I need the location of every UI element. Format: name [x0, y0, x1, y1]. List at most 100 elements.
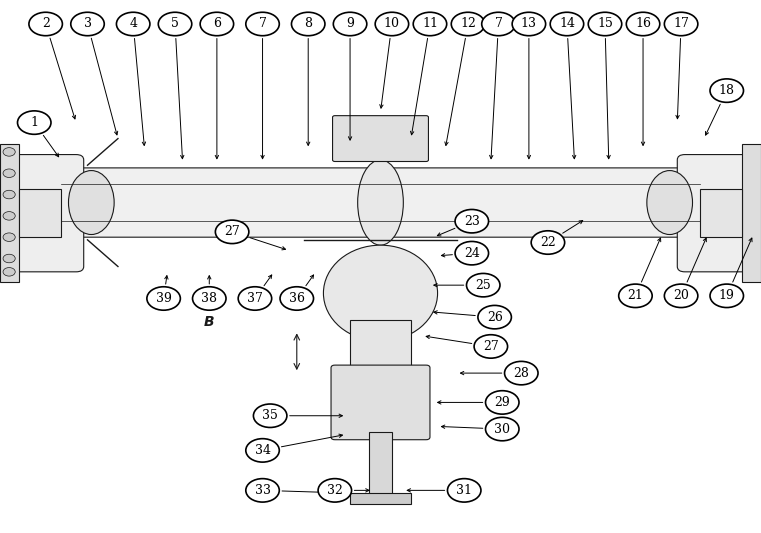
Circle shape: [291, 12, 325, 36]
Circle shape: [280, 287, 314, 310]
Circle shape: [116, 12, 150, 36]
FancyBboxPatch shape: [677, 155, 761, 272]
Circle shape: [3, 148, 15, 156]
Text: 31: 31: [456, 484, 473, 497]
Text: 9: 9: [346, 18, 354, 30]
Circle shape: [253, 404, 287, 427]
Circle shape: [215, 220, 249, 244]
Text: 6: 6: [213, 18, 221, 30]
Text: 12: 12: [460, 18, 476, 30]
Circle shape: [413, 12, 447, 36]
Text: 34: 34: [254, 444, 271, 457]
Text: 25: 25: [476, 279, 491, 292]
Circle shape: [246, 12, 279, 36]
Text: 24: 24: [464, 247, 479, 260]
FancyBboxPatch shape: [0, 155, 84, 272]
Text: 38: 38: [201, 292, 218, 305]
Text: 14: 14: [559, 18, 575, 30]
Circle shape: [710, 79, 743, 102]
Text: 21: 21: [628, 289, 643, 302]
Circle shape: [626, 12, 660, 36]
Circle shape: [158, 12, 192, 36]
Circle shape: [3, 169, 15, 177]
Text: 13: 13: [521, 18, 537, 30]
Circle shape: [193, 287, 226, 310]
Text: 36: 36: [288, 292, 305, 305]
Text: 23: 23: [464, 215, 479, 228]
Circle shape: [482, 12, 515, 36]
Text: 28: 28: [514, 367, 529, 379]
Bar: [19, 189, 61, 237]
Text: 7: 7: [495, 18, 502, 30]
Text: 33: 33: [254, 484, 271, 497]
Bar: [369, 432, 392, 496]
FancyBboxPatch shape: [333, 116, 428, 161]
Circle shape: [200, 12, 234, 36]
Circle shape: [486, 417, 519, 441]
Circle shape: [246, 439, 279, 462]
FancyBboxPatch shape: [331, 365, 430, 440]
Circle shape: [619, 284, 652, 308]
Circle shape: [29, 12, 62, 36]
Circle shape: [710, 284, 743, 308]
Circle shape: [3, 212, 15, 220]
Circle shape: [531, 231, 565, 254]
Circle shape: [318, 479, 352, 502]
Text: 26: 26: [487, 311, 502, 324]
Circle shape: [3, 190, 15, 199]
Circle shape: [466, 273, 500, 297]
Circle shape: [3, 233, 15, 241]
Circle shape: [486, 391, 519, 414]
Bar: [700, 189, 742, 237]
Text: 1: 1: [30, 116, 38, 129]
Circle shape: [71, 12, 104, 36]
Circle shape: [147, 287, 180, 310]
Circle shape: [375, 12, 409, 36]
Text: 10: 10: [384, 18, 400, 30]
Text: 37: 37: [247, 292, 263, 305]
Text: 30: 30: [494, 423, 511, 435]
Circle shape: [333, 12, 367, 36]
Text: 8: 8: [304, 18, 312, 30]
Ellipse shape: [647, 171, 693, 235]
Text: 27: 27: [224, 225, 240, 238]
Text: 19: 19: [719, 289, 734, 302]
Ellipse shape: [323, 245, 438, 341]
Circle shape: [455, 241, 489, 265]
Circle shape: [664, 284, 698, 308]
Text: 29: 29: [495, 396, 510, 409]
Text: 15: 15: [597, 18, 613, 30]
Text: 4: 4: [129, 18, 137, 30]
Ellipse shape: [358, 160, 403, 245]
Circle shape: [18, 111, 51, 134]
Bar: [350, 320, 411, 373]
Text: 32: 32: [327, 484, 342, 497]
Text: 17: 17: [673, 18, 689, 30]
Circle shape: [246, 479, 279, 502]
Circle shape: [512, 12, 546, 36]
Circle shape: [474, 335, 508, 358]
Circle shape: [588, 12, 622, 36]
Text: 39: 39: [156, 292, 171, 305]
Circle shape: [455, 209, 489, 233]
Text: 3: 3: [84, 18, 91, 30]
Circle shape: [3, 268, 15, 276]
FancyBboxPatch shape: [57, 168, 704, 237]
Text: 22: 22: [540, 236, 556, 249]
Circle shape: [447, 479, 481, 502]
Circle shape: [478, 305, 511, 329]
Text: 18: 18: [718, 84, 735, 97]
Text: B: B: [204, 316, 215, 329]
Bar: [742, 144, 761, 282]
Text: 2: 2: [42, 18, 49, 30]
Ellipse shape: [68, 171, 114, 235]
Text: 5: 5: [171, 18, 179, 30]
Circle shape: [238, 287, 272, 310]
Circle shape: [505, 361, 538, 385]
Text: 20: 20: [673, 289, 689, 302]
Bar: [0, 144, 19, 282]
Text: 16: 16: [635, 18, 651, 30]
Text: 35: 35: [263, 409, 278, 422]
Text: 11: 11: [422, 18, 438, 30]
Circle shape: [451, 12, 485, 36]
